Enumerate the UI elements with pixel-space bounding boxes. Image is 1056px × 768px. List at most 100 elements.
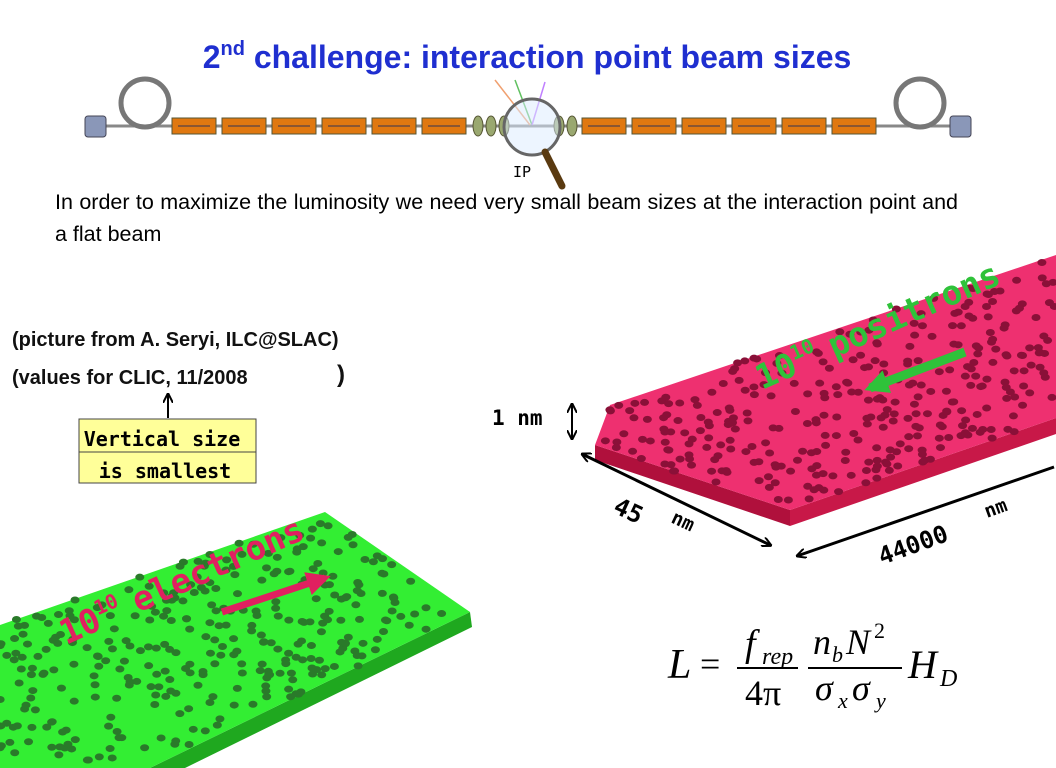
particle (297, 637, 307, 645)
particle (809, 486, 819, 494)
particle (317, 539, 327, 547)
particle (983, 313, 993, 321)
particle (175, 562, 185, 570)
particle (335, 648, 345, 656)
particle (90, 681, 100, 689)
particle (704, 422, 714, 430)
particle (868, 316, 878, 324)
particle (765, 449, 775, 457)
particle (862, 420, 872, 428)
particle (966, 381, 976, 389)
particle (904, 433, 914, 441)
particle (893, 462, 903, 470)
particle (872, 456, 882, 464)
particle (228, 562, 238, 570)
dim-label: 44000 (874, 520, 951, 571)
particle (5, 738, 15, 746)
particle (687, 461, 697, 469)
particle (872, 444, 882, 452)
particle (161, 596, 171, 604)
particle (167, 592, 177, 600)
particle (117, 734, 127, 742)
particle (723, 421, 733, 429)
particle (1047, 393, 1056, 401)
particle (725, 406, 735, 414)
particle (861, 467, 871, 475)
particle (56, 684, 66, 692)
particle (210, 636, 220, 644)
particle (352, 587, 362, 595)
particle (716, 441, 726, 449)
particle (889, 410, 899, 418)
particle (849, 430, 859, 438)
particle (276, 534, 286, 542)
particle (985, 328, 995, 336)
particle (90, 693, 100, 701)
particle (333, 548, 343, 556)
particle (284, 649, 294, 657)
particle (378, 555, 388, 563)
particle (1014, 304, 1024, 312)
particle (13, 622, 23, 630)
particle (1012, 276, 1022, 284)
particle (1035, 363, 1045, 371)
particle (761, 439, 771, 447)
particle (942, 407, 952, 415)
particle (358, 639, 368, 647)
formula-part: L (667, 642, 691, 688)
particle (201, 633, 211, 641)
particle (834, 488, 844, 496)
particle (65, 612, 75, 620)
particle (692, 401, 702, 409)
particle (17, 653, 27, 661)
particle (42, 723, 52, 731)
particle (200, 727, 210, 735)
particle (945, 366, 955, 374)
particle (147, 602, 157, 610)
particle (728, 414, 738, 422)
particle (1025, 344, 1035, 352)
particle (70, 596, 80, 604)
particle (55, 743, 65, 751)
particle (1018, 401, 1028, 409)
formula-part: σ (852, 668, 871, 708)
particle (766, 392, 776, 400)
particle (1019, 382, 1029, 390)
particle (23, 640, 33, 648)
particle (759, 381, 769, 389)
particle (323, 522, 333, 530)
particle (55, 631, 65, 639)
particle (1026, 361, 1036, 369)
particle (783, 496, 793, 504)
particle (864, 326, 874, 334)
particle (314, 656, 324, 664)
particle (905, 342, 915, 350)
particle (664, 446, 674, 454)
particle (104, 722, 114, 730)
particle (357, 652, 367, 660)
particle (161, 692, 171, 700)
title: 2nd challenge: interaction point beam si… (203, 38, 852, 75)
particle (976, 383, 986, 391)
particle (600, 437, 610, 445)
particle (9, 656, 19, 664)
particle (927, 332, 937, 340)
particle (135, 647, 145, 655)
particle (802, 419, 812, 427)
particle (154, 683, 164, 691)
particle (1018, 352, 1028, 360)
particle (247, 627, 257, 635)
particle (162, 607, 172, 615)
callout-box (78, 418, 257, 484)
particle (774, 352, 784, 360)
particle (950, 309, 960, 317)
particle (969, 359, 979, 367)
particle (913, 357, 923, 365)
formula-part: b (832, 642, 843, 667)
particle (30, 706, 40, 714)
particle (343, 633, 353, 641)
particle (218, 643, 228, 651)
particle (273, 612, 283, 620)
particle (387, 607, 397, 615)
